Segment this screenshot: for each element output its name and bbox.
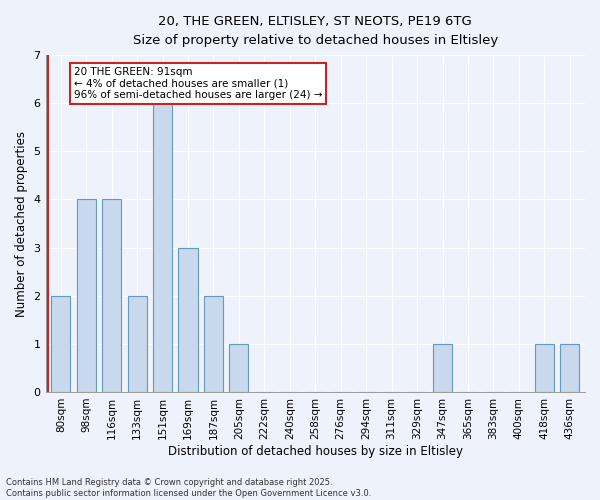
Bar bbox=[77, 200, 96, 392]
Text: 20 THE GREEN: 91sqm
← 4% of detached houses are smaller (1)
96% of semi-detached: 20 THE GREEN: 91sqm ← 4% of detached hou… bbox=[74, 67, 322, 100]
Text: Contains HM Land Registry data © Crown copyright and database right 2025.
Contai: Contains HM Land Registry data © Crown c… bbox=[6, 478, 371, 498]
Bar bbox=[560, 344, 579, 392]
Bar bbox=[178, 248, 197, 392]
Bar bbox=[102, 200, 121, 392]
Bar bbox=[535, 344, 554, 392]
Bar bbox=[433, 344, 452, 392]
Y-axis label: Number of detached properties: Number of detached properties bbox=[15, 130, 28, 316]
Bar bbox=[229, 344, 248, 392]
Bar bbox=[204, 296, 223, 392]
Bar bbox=[128, 296, 146, 392]
X-axis label: Distribution of detached houses by size in Eltisley: Distribution of detached houses by size … bbox=[168, 444, 463, 458]
Bar bbox=[51, 296, 70, 392]
Bar bbox=[153, 103, 172, 392]
Title: 20, THE GREEN, ELTISLEY, ST NEOTS, PE19 6TG
Size of property relative to detache: 20, THE GREEN, ELTISLEY, ST NEOTS, PE19 … bbox=[133, 15, 498, 47]
